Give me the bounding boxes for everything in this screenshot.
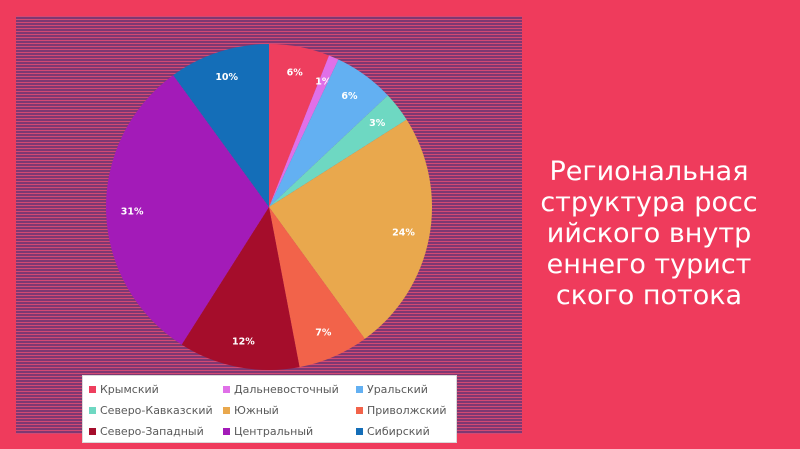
legend-label: Центральный [234, 425, 314, 439]
pie-data-label-9: 10% [215, 72, 238, 83]
pie-slice-7 [181, 207, 300, 371]
pie-slice-9 [173, 44, 269, 207]
pie-chart: 6% 1% 6% 3% 24% 7% 12% 31% 10% [105, 44, 432, 371]
legend-item: Приволжский [356, 400, 456, 420]
legend-swatch [223, 385, 230, 393]
legend-swatch [89, 406, 96, 414]
pie-slice-1 [269, 44, 330, 207]
legend-swatch [223, 428, 230, 436]
legend-item: Сибирский [356, 422, 456, 442]
pie-slice-6 [269, 207, 365, 368]
legend-label: Уральский [367, 382, 428, 396]
pie-data-label-4: 3% [369, 118, 386, 129]
legend-label: Южный [234, 403, 279, 417]
pie-data-label-1: 6% [287, 68, 304, 79]
legend-item: Уральский [356, 379, 456, 399]
pie-slice-3 [269, 59, 388, 208]
legend-label: Крымский [100, 382, 159, 396]
pie-data-label-5: 24% [392, 228, 415, 239]
legend-swatch [356, 428, 363, 436]
pie-slice-8 [105, 75, 269, 345]
legend-swatch [89, 428, 96, 436]
legend-item: Крымский [89, 379, 223, 399]
legend-swatch [89, 385, 96, 393]
slide-title: Региональная структура российского внутр… [540, 156, 758, 311]
legend-item: Южный [223, 400, 356, 420]
pie-data-label-8: 31% [121, 206, 144, 217]
pie-slice-4 [269, 95, 407, 207]
legend-label: Приволжский [367, 403, 447, 417]
legend-swatch [356, 385, 363, 393]
pie-data-label-6: 7% [315, 328, 332, 339]
legend-label: Северо-Кавказский [100, 403, 213, 417]
legend-item: Центральный [223, 422, 356, 442]
legend-label: Дальневосточный [234, 382, 339, 396]
legend-item: Дальневосточный [223, 379, 356, 399]
pie-slice-2 [269, 55, 339, 207]
legend-swatch [223, 406, 230, 414]
pie-data-label-3: 6% [341, 91, 358, 102]
legend-item: Северо-Кавказский [89, 400, 223, 420]
chart-legend: Крымский Дальневосточный Уральский Северо-К… [82, 375, 457, 443]
legend-label: Северо-Западный [100, 425, 204, 439]
legend-swatch [356, 406, 363, 414]
legend-item: Северо-Западный [89, 422, 223, 442]
pie-data-label-2: 1% [315, 76, 332, 87]
pie-data-label-7: 12% [232, 336, 255, 347]
pie-slice-5 [269, 119, 432, 339]
legend-label: Сибирский [367, 425, 430, 439]
chart-panel: 6% 1% 6% 3% 24% 7% 12% 31% 10% Крымский Дальневос… [16, 16, 522, 443]
